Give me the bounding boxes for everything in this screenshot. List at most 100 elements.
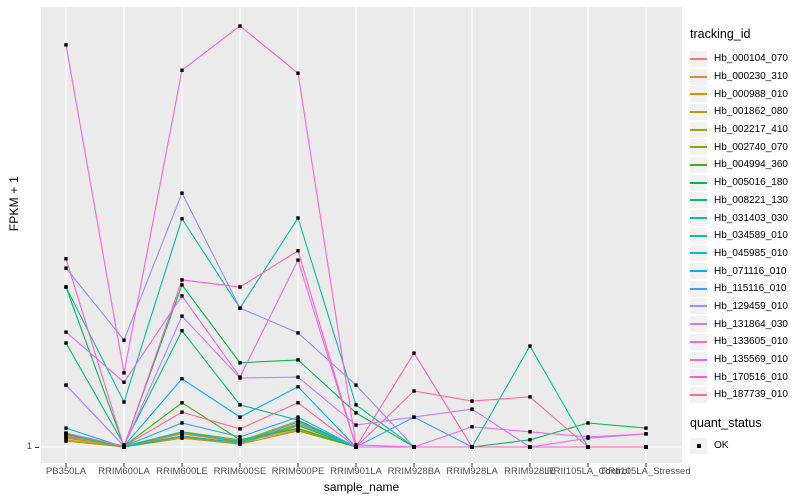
data-point	[412, 351, 416, 355]
legend-line-swatch-icon	[690, 270, 707, 273]
legend-key	[690, 437, 707, 454]
legend-item-Hb_045985_010: Hb_045985_010	[690, 245, 800, 263]
data-point	[238, 435, 242, 439]
data-point	[64, 266, 68, 270]
data-point	[354, 411, 358, 415]
data-point	[180, 410, 184, 414]
data-point	[296, 375, 300, 379]
data-point	[296, 258, 300, 262]
data-point	[586, 421, 590, 425]
legend-key	[690, 139, 707, 156]
legend-key	[690, 369, 707, 386]
legend-line-swatch-icon	[690, 199, 707, 202]
y-axis-tick-mark	[35, 447, 39, 448]
legend-key	[690, 50, 707, 67]
legend-line-swatch-icon	[690, 110, 707, 113]
data-point	[238, 427, 242, 431]
legend-items: Hb_000104_070 Hb_000230_310 Hb_000988_010 H…	[690, 50, 800, 404]
legend-key	[690, 227, 707, 244]
data-point	[586, 445, 590, 449]
legend-item-label: Hb_004994_360	[714, 159, 788, 171]
legend-item-label: Hb_034589_010	[714, 230, 788, 242]
legend: tracking_id Hb_000104_070 Hb_000230_310 Hb…	[690, 27, 800, 454]
legend-line-swatch-icon	[690, 163, 707, 166]
legend-item-label: Hb_008221_130	[714, 194, 788, 206]
legend-item-label: Hb_187739_010	[714, 389, 788, 401]
legend-item-quant-ok: OK	[690, 437, 800, 455]
legend-line-swatch-icon	[690, 376, 707, 379]
legend-item-label: Hb_000104_070	[714, 53, 788, 65]
data-point	[180, 283, 184, 287]
legend-item-label: Hb_002217_410	[714, 124, 788, 136]
data-point	[122, 380, 126, 384]
data-point	[180, 421, 184, 425]
x-tick-label-RRIM928LA: RRIM928LA	[446, 466, 498, 477]
data-point	[470, 445, 474, 449]
data-point	[64, 439, 68, 443]
legend-item-label: Hb_002740_070	[714, 141, 788, 153]
legend-item-label: Hb_001862_080	[714, 106, 788, 118]
data-point	[470, 407, 474, 411]
legend-line-swatch-icon	[690, 358, 707, 361]
y-axis-title: FPKM + 1	[7, 176, 21, 232]
legend-item-Hb_187739_010: Hb_187739_010	[690, 386, 800, 404]
x-tick-label-PB350LA: PB350LA	[45, 466, 87, 477]
data-point	[296, 420, 300, 424]
legend-key	[690, 316, 707, 333]
data-point	[180, 217, 184, 221]
legend-item-Hb_135569_010: Hb_135569_010	[690, 351, 800, 369]
data-point	[238, 361, 242, 365]
data-point	[354, 445, 358, 449]
data-point	[354, 383, 358, 387]
legend-line-swatch-icon	[690, 393, 707, 396]
legend-item-label: Hb_129459_010	[714, 300, 788, 312]
data-point	[180, 329, 184, 333]
legend-line-swatch-icon	[690, 57, 707, 60]
legend-line-swatch-icon	[690, 75, 707, 78]
data-point	[528, 395, 532, 399]
data-point	[296, 429, 300, 433]
data-point	[64, 341, 68, 345]
data-point	[238, 415, 242, 419]
x-tick-label-RRIM600PE: RRIM600PE	[271, 466, 325, 477]
y-axis-tick-label: 1	[26, 441, 32, 452]
data-point	[180, 434, 184, 438]
legend-item-Hb_002740_070: Hb_002740_070	[690, 138, 800, 156]
x-tick-label-RRIM600LA: RRIM600LA	[98, 466, 150, 477]
legend-item-Hb_001862_080: Hb_001862_080	[690, 103, 800, 121]
legend-item-label: Hb_031403_030	[714, 212, 788, 224]
data-point	[180, 68, 184, 72]
legend-key	[690, 68, 707, 85]
data-point	[296, 249, 300, 253]
x-tick-label-RRII105LA_Control: RRII105LA_Control	[546, 466, 630, 477]
data-point	[64, 436, 68, 440]
legend-item-Hb_002217_410: Hb_002217_410	[690, 121, 800, 139]
legend-item-Hb_170516_010: Hb_170516_010	[690, 368, 800, 386]
panel-background	[41, 7, 682, 463]
data-point	[238, 306, 242, 310]
legend-key	[690, 210, 707, 227]
data-point	[122, 371, 126, 375]
data-point	[296, 71, 300, 75]
legend-key	[690, 86, 707, 103]
legend-item-Hb_000230_310: Hb_000230_310	[690, 68, 800, 86]
data-point	[296, 216, 300, 220]
data-point	[64, 43, 68, 47]
data-point	[296, 415, 300, 419]
ok-square-marker-icon	[696, 443, 701, 448]
data-point	[238, 438, 242, 442]
x-tick-label-RRIM928LE: RRIM928LE	[504, 466, 556, 477]
data-point	[64, 431, 68, 435]
legend-line-swatch-icon	[690, 252, 707, 255]
legend-key	[690, 333, 707, 350]
data-point	[528, 430, 532, 434]
legend-key	[690, 192, 707, 209]
legend-item-Hb_034589_010: Hb_034589_010	[690, 227, 800, 245]
legend-title-tracking-id: tracking_id	[690, 27, 751, 41]
x-tick-label-RRIM600SE: RRIM600SE	[213, 466, 267, 477]
data-point	[412, 415, 416, 419]
legend-item-label: Hb_133605_010	[714, 336, 788, 348]
data-point	[296, 401, 300, 405]
data-point	[122, 338, 126, 342]
